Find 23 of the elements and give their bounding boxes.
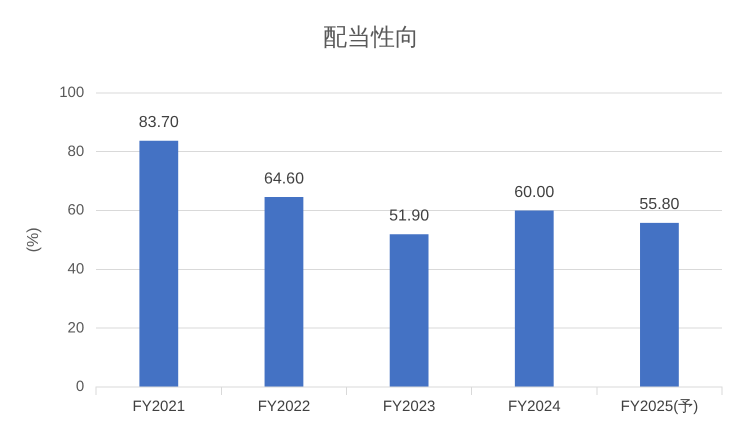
x-tick-label: FY2024 [508,398,561,416]
data-label: 83.70 [138,114,179,132]
data-label: 55.80 [639,196,680,214]
y-tick-label: 100 [59,84,84,101]
chart-title: 配当性向 [323,24,419,52]
bar [390,234,429,386]
y-tick-label: 60 [68,202,84,219]
bar [139,140,178,386]
bar [264,196,304,386]
bar [514,210,554,386]
data-label: 51.90 [389,208,430,225]
x-tick-label: FY2025(予) [620,398,698,416]
x-tick-label: FY2022 [258,398,310,416]
y-tick-label: 0 [76,378,84,396]
data-label: 64.60 [264,170,304,188]
bar [640,222,679,386]
y-tick-label: 80 [68,142,84,160]
x-tick-label: FY2021 [132,398,186,416]
y-tick-label: 40 [68,260,84,278]
x-tick-label: FY2023 [382,398,436,416]
y-axis-title: (%) [25,227,42,252]
y-tick-label: 20 [68,319,84,336]
data-label: 60.00 [514,184,554,201]
